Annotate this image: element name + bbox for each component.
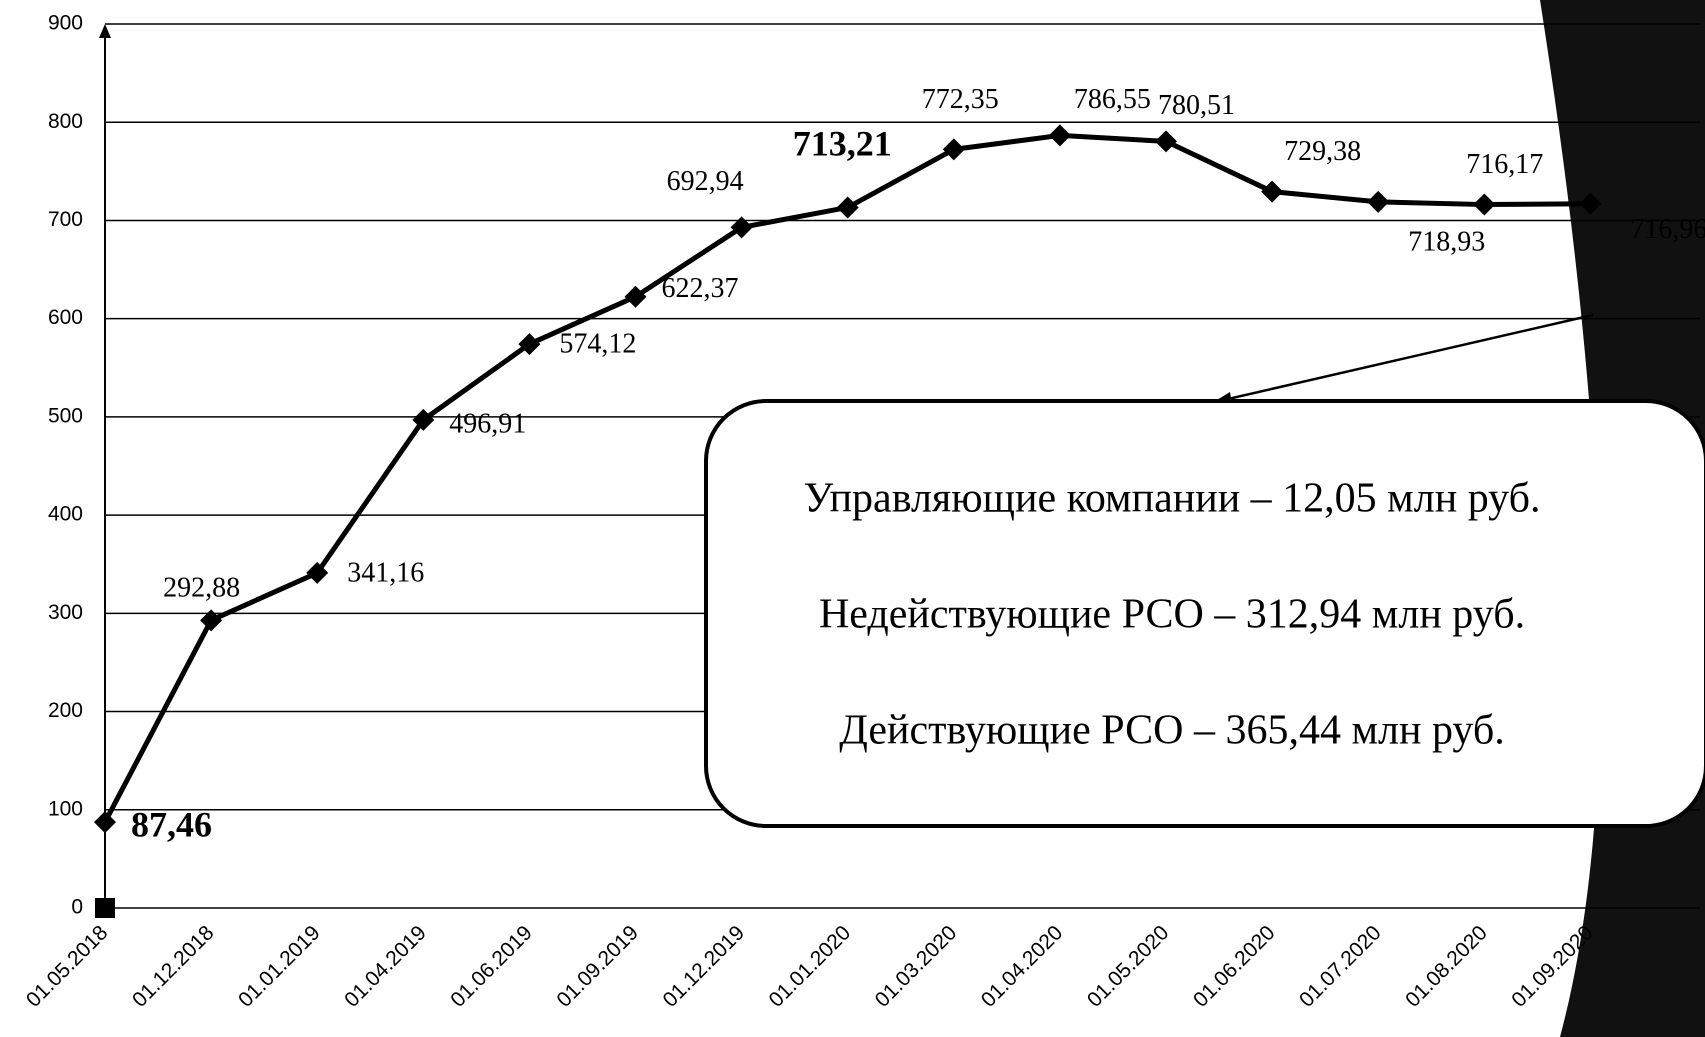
x-tick-label: 01.06.2020 — [1189, 921, 1280, 1012]
marker — [518, 333, 541, 356]
x-tick-label: 01.07.2020 — [1295, 921, 1386, 1012]
y-tick-label: 800 — [48, 110, 83, 133]
data-label: 716,96 — [1630, 214, 1705, 245]
data-label: 718,93 — [1408, 226, 1485, 257]
data-label: 622,37 — [662, 273, 739, 304]
y-axis-arrow — [99, 24, 111, 38]
data-label: 780,51 — [1158, 90, 1235, 121]
marker — [1155, 130, 1177, 153]
marker — [200, 609, 223, 632]
x-tick-label: 01.04.2019 — [340, 921, 431, 1012]
marker — [1048, 124, 1071, 147]
data-label: 692,94 — [667, 166, 744, 197]
y-tick-label: 300 — [48, 601, 83, 624]
y-tick-label: 600 — [48, 306, 83, 329]
marker — [1367, 190, 1390, 213]
marker — [624, 285, 647, 308]
x-tick-label: 01.09.2019 — [552, 921, 643, 1012]
x-tick-label: 01.03.2020 — [871, 921, 962, 1012]
annotation: Недействующие РСО – 312,94 млн руб. — [819, 592, 1525, 638]
marker — [730, 216, 753, 239]
data-label: 729,38 — [1284, 136, 1361, 167]
y-tick-label: 100 — [48, 797, 83, 820]
x-tick-label: 01.08.2020 — [1401, 921, 1492, 1012]
annotation-box — [704, 399, 1705, 828]
data-label: 292,88 — [163, 573, 240, 604]
y-tick-label: 400 — [48, 503, 83, 526]
x-tick-label: 01.12.2019 — [658, 921, 749, 1012]
data-label: 341,16 — [347, 557, 424, 588]
x-tick-label: 01.06.2019 — [446, 921, 537, 1012]
marker — [412, 408, 435, 431]
y-tick-label: 200 — [48, 699, 83, 722]
marker — [1473, 193, 1496, 216]
marker — [942, 138, 965, 161]
marker — [1579, 192, 1602, 215]
data-label: 574,12 — [559, 329, 636, 360]
marker — [836, 196, 859, 219]
origin-marker — [95, 898, 115, 918]
x-tick-label: 01.05.2020 — [1083, 921, 1174, 1012]
data-label: 716,17 — [1466, 149, 1543, 180]
marker — [1261, 180, 1284, 203]
x-tick-label: 01.01.2019 — [234, 921, 325, 1012]
y-tick-label: 700 — [48, 208, 83, 231]
y-tick-label: 0 — [71, 896, 83, 919]
x-tick-label: 01.12.2018 — [128, 921, 219, 1012]
data-label: 786,55 — [1074, 84, 1151, 115]
marker — [306, 561, 329, 584]
x-tick-label: 01.04.2020 — [977, 921, 1068, 1012]
x-tick-label: 01.05.2018 — [22, 921, 113, 1012]
annotation: Управляющие компании – 12,05 млн руб. — [804, 476, 1541, 522]
data-label: 87,46 — [131, 804, 212, 844]
x-tick-label: 01.01.2020 — [765, 921, 856, 1012]
data-label: 496,91 — [449, 408, 526, 439]
data-label: 772,35 — [922, 84, 999, 115]
marker — [94, 811, 116, 834]
annotation: Действующие РСО – 365,44 млн руб. — [839, 708, 1505, 754]
data-label: 713,21 — [793, 124, 892, 164]
callout-arrow — [1214, 313, 1594, 404]
y-tick-label: 900 — [48, 12, 83, 35]
y-tick-label: 500 — [48, 404, 83, 427]
